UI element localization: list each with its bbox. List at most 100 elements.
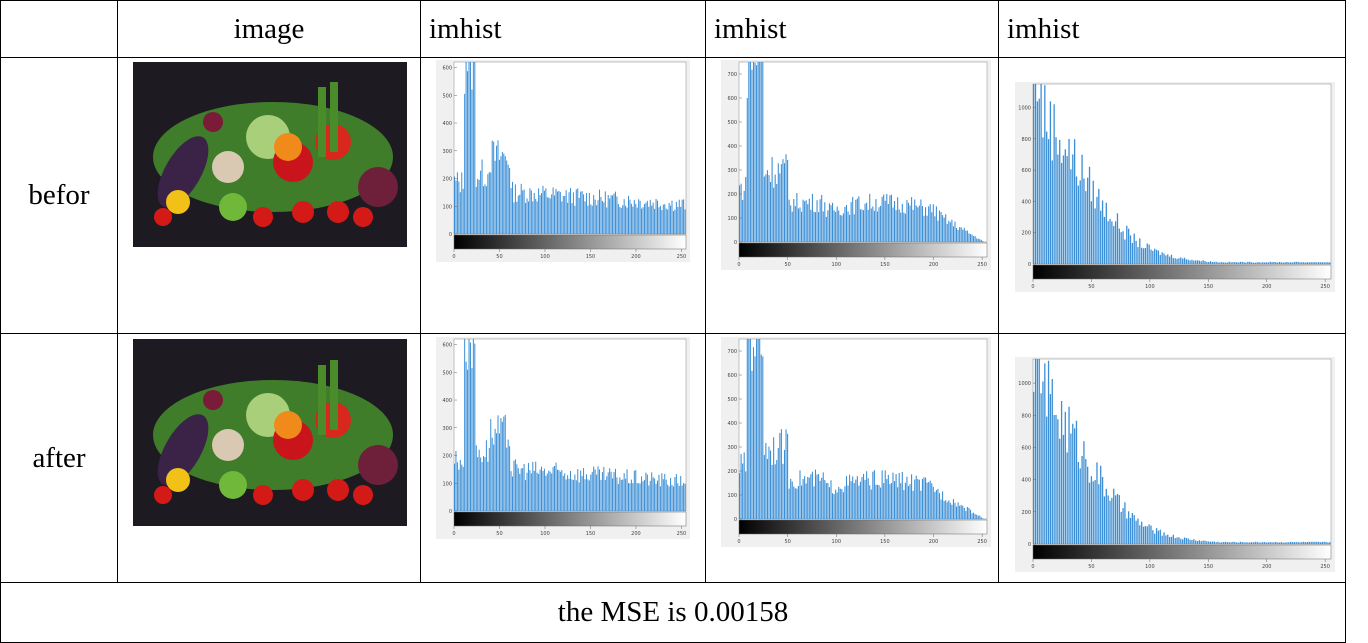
histogram-bar <box>906 200 908 242</box>
histogram-bar <box>654 478 656 511</box>
histogram-bar <box>751 69 753 242</box>
histogram-bar <box>500 418 502 511</box>
histogram-bar <box>1224 541 1227 544</box>
histogram-bar <box>1286 542 1288 544</box>
histogram-bar <box>606 207 608 234</box>
histogram-bar <box>1167 254 1169 264</box>
histogram-bar <box>835 211 837 242</box>
histogram-bar <box>859 481 861 519</box>
histogram-bar <box>490 172 492 234</box>
histogram-bar <box>853 214 855 242</box>
histogram-bar <box>847 211 849 242</box>
histogram-bar <box>1178 537 1180 544</box>
x-tick-label: 150 <box>1204 564 1214 570</box>
histogram-bar <box>920 199 922 242</box>
histogram-bar <box>572 479 574 511</box>
histogram-bar <box>833 493 835 519</box>
histogram-bar <box>766 170 768 242</box>
histogram-bar <box>507 164 509 234</box>
histogram-bar <box>1276 262 1279 264</box>
histogram-bar <box>581 191 583 234</box>
histogram-bar <box>609 468 611 511</box>
histogram-bar <box>745 471 747 519</box>
histogram-bar <box>852 196 854 242</box>
histogram-bar <box>568 192 570 234</box>
histogram-bar <box>813 486 815 519</box>
histogram-bar <box>835 489 837 519</box>
histogram-bar <box>875 484 877 519</box>
histogram-bar <box>467 71 469 234</box>
header-cell: imhist <box>705 0 999 58</box>
histogram-bar <box>1314 261 1316 264</box>
histogram-bar <box>617 483 619 511</box>
x-tick-label: 150 <box>880 539 890 545</box>
histogram-bar <box>807 476 809 519</box>
histogram-bar <box>604 191 606 234</box>
histogram-bar <box>1046 131 1048 264</box>
x-tick-label: 100 <box>1145 564 1155 570</box>
histogram: 0 200 400 600 800 1000 0 50 100 150 200 250 <box>1015 357 1335 572</box>
histogram-bar <box>639 483 641 511</box>
histogram-bar <box>1046 416 1048 544</box>
histogram-bar <box>545 188 547 234</box>
histogram-bar <box>464 93 466 234</box>
histogram-bar <box>574 474 576 511</box>
histogram-bar <box>740 453 742 519</box>
histogram-bar <box>804 201 806 242</box>
histogram-bar <box>1213 261 1215 264</box>
histogram-bar <box>455 450 457 511</box>
histogram-bar <box>816 200 818 242</box>
histogram-bar <box>1222 262 1225 264</box>
histogram-bar <box>1265 262 1268 264</box>
histogram-bar <box>830 205 832 242</box>
histogram-bar <box>646 200 648 234</box>
histogram-bar <box>839 215 841 242</box>
histogram-bar <box>1107 221 1109 264</box>
histogram-bar <box>478 179 480 234</box>
x-tick-label: 250 <box>1320 564 1330 570</box>
y-tick-label: 1000 <box>1018 381 1031 387</box>
histogram-bar <box>912 209 914 242</box>
histogram-bar <box>638 199 640 234</box>
histogram-bar <box>649 480 651 511</box>
y-tick-label: 700 <box>727 349 737 355</box>
histogram-bar <box>1176 258 1178 264</box>
histogram-bar <box>966 230 968 242</box>
histogram-bar <box>752 62 755 242</box>
histogram-bar <box>920 490 922 519</box>
histogram-bar <box>824 202 826 242</box>
histogram-bar <box>1049 101 1052 265</box>
histogram-bar <box>963 227 965 242</box>
histogram-bar <box>1159 254 1161 264</box>
histogram-bar <box>751 370 753 519</box>
histogram-bar <box>1118 228 1120 264</box>
histogram-bar <box>1280 262 1283 264</box>
histogram-bar <box>1167 534 1169 544</box>
y-tick-label: 500 <box>442 93 452 99</box>
histogram-bar <box>1183 537 1186 544</box>
histogram-bar <box>607 194 609 234</box>
histogram-bar <box>852 476 854 519</box>
histogram-bar <box>1142 526 1145 544</box>
x-tick-label: 150 <box>586 254 596 260</box>
histogram-bar <box>1198 540 1201 544</box>
histogram-bar <box>545 475 547 511</box>
histogram-bar <box>485 440 487 511</box>
histogram-bar <box>1224 262 1227 264</box>
histogram-bar <box>842 492 844 519</box>
histogram-bar <box>1310 262 1312 264</box>
x-tick-label: 0 <box>737 262 740 268</box>
histogram-bar <box>945 214 947 242</box>
histogram-bar <box>917 478 919 519</box>
y-tick-label: 100 <box>727 493 737 499</box>
histogram-bar <box>956 228 958 242</box>
histogram-bar <box>756 339 758 519</box>
histogram-bar <box>814 212 817 242</box>
histogram-bar <box>593 466 595 511</box>
histogram-bar <box>1165 535 1167 544</box>
histogram-bar <box>1135 520 1137 544</box>
footer-cell: the MSE is 0.00158 <box>0 582 1346 643</box>
histogram-bar <box>591 471 593 511</box>
histogram-bar <box>1088 166 1091 264</box>
histogram-bar <box>805 200 807 242</box>
